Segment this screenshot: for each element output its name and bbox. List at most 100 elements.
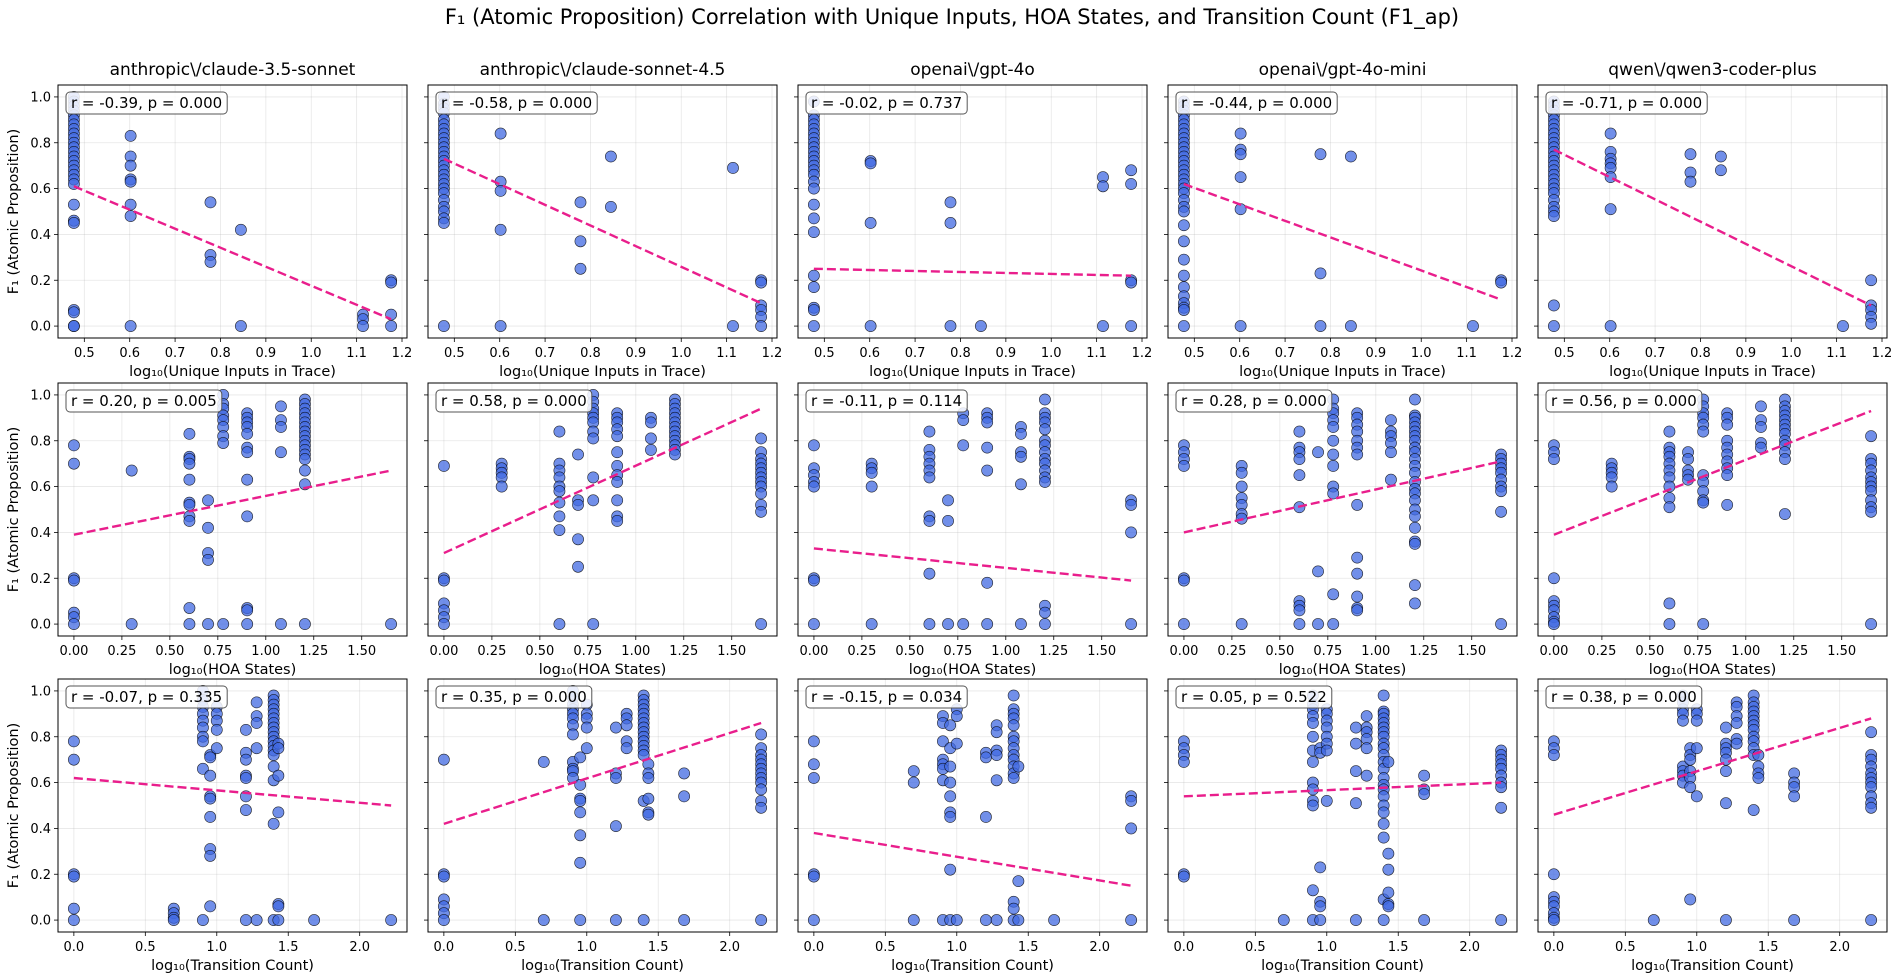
correlation-annotation-box bbox=[435, 389, 593, 413]
correlation-annotation: r = 0.56, p = 0.000 bbox=[1551, 392, 1697, 410]
y-tick-label: 0.8 bbox=[30, 434, 51, 449]
data-point bbox=[1604, 127, 1617, 140]
data-point bbox=[1865, 505, 1877, 518]
x-tick-label: 0.9 bbox=[256, 346, 277, 361]
data-point bbox=[1548, 453, 1560, 465]
data-point bbox=[1097, 320, 1109, 332]
data-point bbox=[1409, 537, 1421, 550]
data-point bbox=[923, 515, 936, 527]
data-point bbox=[67, 914, 80, 926]
data-point bbox=[197, 735, 209, 748]
data-point bbox=[1307, 730, 1319, 743]
x-tick-label: 0.9 bbox=[996, 346, 1017, 361]
x-tick-label: 0.75 bbox=[943, 644, 972, 659]
subplot-r2-c3: 0.00 0.25 0.50 0.75 1.00 1.25 1.50 r = -0.11, p… bbox=[794, 382, 1148, 678]
data-point bbox=[980, 914, 992, 926]
data-point bbox=[1720, 765, 1732, 778]
x-tick-label: 0.8 bbox=[210, 346, 231, 361]
x-tick-label: 0.7 bbox=[1645, 346, 1666, 361]
correlation-annotation: r = 0.58, p = 0.000 bbox=[441, 392, 587, 410]
data-point bbox=[611, 476, 624, 488]
data-point bbox=[1177, 219, 1190, 232]
data-point bbox=[1125, 320, 1138, 332]
data-point bbox=[1314, 267, 1327, 280]
data-point bbox=[808, 439, 820, 452]
data-point bbox=[537, 756, 550, 768]
y-tick-label: 1.0 bbox=[30, 90, 51, 105]
data-point bbox=[1277, 914, 1290, 926]
data-point bbox=[865, 480, 878, 493]
data-point bbox=[1684, 753, 1697, 766]
axes-frame bbox=[427, 382, 778, 637]
correlation-annotation-box bbox=[805, 685, 968, 709]
trend-line bbox=[813, 547, 1132, 582]
data-point bbox=[864, 320, 877, 332]
data-point bbox=[494, 127, 507, 140]
correlation-annotation-box bbox=[805, 91, 968, 115]
data-point bbox=[1235, 480, 1248, 493]
data-point bbox=[272, 914, 285, 926]
data-point bbox=[610, 914, 622, 926]
data-point bbox=[437, 217, 450, 229]
data-point bbox=[537, 914, 550, 926]
data-point bbox=[1039, 393, 1051, 406]
data-point bbox=[68, 457, 80, 470]
data-point bbox=[981, 618, 994, 630]
x-tick-label: 0.5 bbox=[1554, 346, 1575, 361]
data-point bbox=[1409, 393, 1421, 406]
x-tick-label: 1.1 bbox=[1456, 346, 1477, 361]
data-point bbox=[1720, 721, 1732, 734]
x-axis-label: log₁₀(Transition Count) bbox=[1631, 958, 1794, 974]
data-point bbox=[1360, 742, 1373, 755]
y-tick-label: 0.0 bbox=[30, 320, 51, 335]
data-point bbox=[1293, 453, 1306, 465]
data-point bbox=[234, 223, 247, 236]
x-axis-label: log₁₀(Transition Count) bbox=[521, 958, 684, 974]
x-tick-label: 0.8 bbox=[1320, 346, 1341, 361]
y-tick-label: 1.0 bbox=[30, 388, 51, 403]
data-point bbox=[1125, 164, 1138, 177]
x-tick-label: 1.25 bbox=[299, 644, 328, 659]
trend-line bbox=[443, 721, 762, 825]
data-point bbox=[204, 850, 217, 862]
y-tick-label: 0.4 bbox=[30, 228, 51, 243]
data-point bbox=[587, 432, 600, 445]
data-point bbox=[1865, 801, 1878, 814]
subplot-r1-c2: 0.5 0.6 0.7 0.8 0.9 1.0 1.1 1.2 r = -0.58, p = 0… bbox=[424, 60, 782, 380]
data-point bbox=[124, 159, 137, 172]
data-point bbox=[1779, 508, 1791, 520]
data-point bbox=[980, 811, 992, 823]
data-point bbox=[1012, 914, 1025, 926]
x-tick-label: 1.50 bbox=[1457, 644, 1486, 659]
data-point bbox=[1235, 466, 1248, 479]
x-tick-label: 0.25 bbox=[107, 644, 136, 659]
data-point bbox=[272, 742, 285, 755]
data-point bbox=[204, 256, 217, 268]
data-point bbox=[437, 753, 450, 766]
subplot-title: qwen\/qwen3-coder-plus bbox=[1608, 60, 1817, 80]
x-tick-label: 0.9 bbox=[1366, 346, 1387, 361]
subplot-r1-c1: 0.5 0.6 0.7 0.8 0.9 1.0 1.1 1.2 0.0 0.2 0.4 0.6 0.8 1… bbox=[6, 60, 412, 380]
x-axis-label: log₁₀(HOA States) bbox=[539, 662, 667, 678]
correlation-annotation: r = -0.07, p = 0.335 bbox=[71, 688, 222, 706]
data-point bbox=[1788, 790, 1801, 803]
subplot-title: openai\/gpt-4o bbox=[910, 60, 1035, 80]
trend-line bbox=[1183, 182, 1499, 300]
data-point bbox=[67, 320, 80, 332]
data-point bbox=[572, 560, 584, 573]
x-tick-label: 0.0 bbox=[434, 940, 455, 955]
data-point bbox=[494, 184, 507, 197]
data-point bbox=[1351, 499, 1364, 511]
axes-frame bbox=[797, 382, 1148, 637]
data-point bbox=[574, 778, 587, 791]
data-point bbox=[990, 726, 1003, 739]
data-point bbox=[950, 914, 963, 926]
data-point bbox=[944, 719, 957, 732]
trend-line bbox=[1553, 148, 1872, 307]
correlation-annotation: r = -0.58, p = 0.000 bbox=[441, 94, 592, 112]
data-point bbox=[604, 150, 617, 163]
data-point bbox=[250, 717, 263, 729]
x-tick-label: 1.1 bbox=[1086, 346, 1107, 361]
data-point bbox=[865, 466, 878, 479]
data-point bbox=[923, 618, 936, 630]
